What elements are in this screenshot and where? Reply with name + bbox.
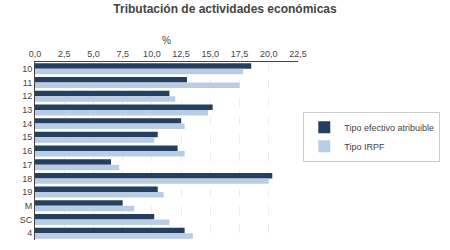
svg-text:22,5: 22,5 [289,49,307,59]
svg-text:2,5: 2,5 [58,49,71,59]
svg-text:16: 16 [22,146,32,156]
svg-text:Tipo efectivo atribuible: Tipo efectivo atribuible [344,123,434,133]
svg-text:17,5: 17,5 [231,49,249,59]
svg-text:10: 10 [22,64,32,74]
svg-text:13: 13 [22,105,32,115]
svg-text:15,0: 15,0 [202,49,220,59]
svg-text:19: 19 [22,187,32,197]
svg-text:5,0: 5,0 [87,49,100,59]
svg-text:%: % [162,35,171,46]
svg-text:12,5: 12,5 [172,49,190,59]
svg-text:4: 4 [27,228,32,238]
svg-text:M: M [25,201,33,211]
svg-text:20,0: 20,0 [260,49,278,59]
svg-text:17: 17 [22,160,32,170]
svg-text:SC: SC [20,215,33,225]
svg-text:Tributación de actividades eco: Tributación de actividades económicas [113,2,337,16]
svg-text:18: 18 [22,174,32,184]
svg-text:12: 12 [22,91,32,101]
svg-text:11: 11 [23,78,32,88]
svg-text:Tipo IRPF: Tipo IRPF [344,142,385,152]
svg-text:14: 14 [22,119,32,129]
svg-text:7,5: 7,5 [116,49,129,59]
svg-text:10,0: 10,0 [143,49,161,59]
svg-text:0,0: 0,0 [29,49,42,59]
svg-text:15: 15 [22,132,32,142]
